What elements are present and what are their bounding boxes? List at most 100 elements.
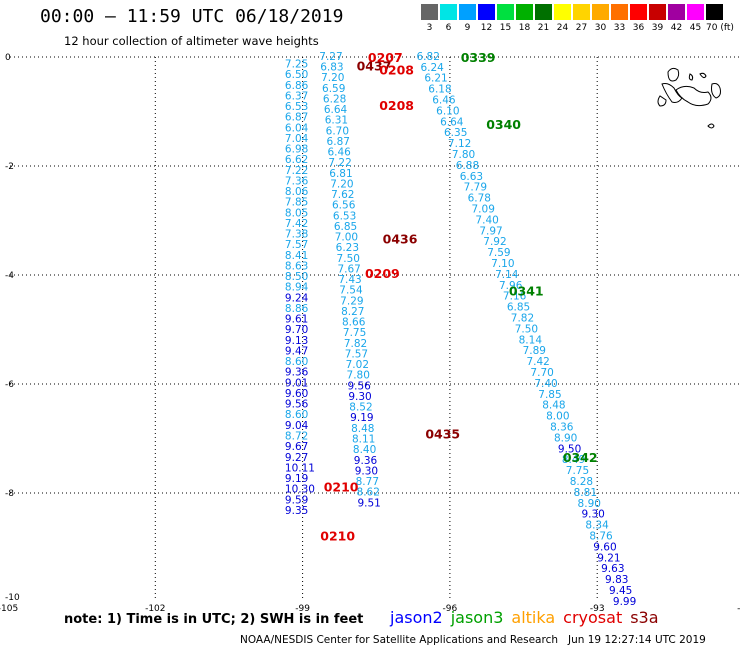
wave-height-value: 10.11 xyxy=(285,462,315,474)
wave-height-value: 8.76 xyxy=(589,531,613,543)
scale-swatch xyxy=(440,4,457,20)
wave-height-value: 8.86 xyxy=(285,303,309,315)
wave-height-value: 8.63 xyxy=(285,260,308,272)
wave-height-value: 7.04 xyxy=(285,133,309,145)
wave-height-value: 7.85 xyxy=(538,389,561,401)
axis-ticks: -105 -102 -99 -96 -93 -90 0 -2 -4 -6 -8 -10 xyxy=(0,53,740,614)
wave-height-value: 7.40 xyxy=(475,214,498,226)
scale-label: 12 xyxy=(480,23,493,33)
wave-height-value: 6.63 xyxy=(460,171,483,183)
lon-tick-label: -105 xyxy=(0,604,18,614)
wave-height-value: 9.13 xyxy=(285,335,308,347)
scale-swatch xyxy=(516,4,533,20)
pass-time-label: 0436 xyxy=(383,232,418,247)
wave-height-value: 7.79 xyxy=(464,182,487,194)
wave-height-value: 7.12 xyxy=(448,138,471,150)
scale-label: 33 xyxy=(613,23,626,33)
lon-tick-label: -102 xyxy=(145,604,165,614)
footer-credit: NOAA/NESDIS Center for Satellite Applica… xyxy=(240,634,706,646)
wave-height-value: 9.35 xyxy=(285,505,308,517)
wave-height-value: 7.38 xyxy=(285,229,308,241)
wave-height-value: 6.31 xyxy=(325,115,348,127)
wave-height-value: 9.47 xyxy=(285,345,308,357)
scale-label: 30 xyxy=(594,23,607,33)
wave-height-value: 8.11 xyxy=(352,434,375,446)
wave-height-value: 7.70 xyxy=(530,367,553,379)
pass-time-label: 0210 xyxy=(324,480,359,495)
wave-height-value: 7.82 xyxy=(511,313,534,325)
wave-height-value: 6.37 xyxy=(285,90,308,102)
wave-height-value: 7.00 xyxy=(335,232,358,244)
wave-height-value: 8.28 xyxy=(570,476,593,488)
pass-time-label: 0208 xyxy=(379,63,414,78)
wave-height-value: 7.80 xyxy=(347,370,370,382)
scale-swatch xyxy=(421,4,438,20)
wave-height-value: 6.53 xyxy=(285,101,308,113)
wave-height-value: 6.62 xyxy=(285,154,308,166)
wave-height-value: 9.99 xyxy=(613,596,636,608)
wave-height-value: 6.46 xyxy=(327,147,351,159)
wave-height-value: 8.34 xyxy=(585,520,609,532)
wave-height-value: 7.59 xyxy=(487,247,510,259)
pass-time-label: 0342 xyxy=(563,450,598,465)
wave-height-value: 7.50 xyxy=(337,253,360,265)
wave-height-value: 9.63 xyxy=(601,563,624,575)
wave-height-value: 7.85 xyxy=(285,197,308,209)
lat-tick-label: 0 xyxy=(5,53,11,63)
wave-height-value: 9.30 xyxy=(581,509,604,521)
scale-label: 18 xyxy=(518,23,531,33)
wave-height-value: 7.42 xyxy=(285,218,308,230)
scale-swatch xyxy=(592,4,609,20)
wave-height-value: 8.77 xyxy=(356,476,379,488)
wave-height-value: 9.83 xyxy=(605,574,628,586)
scale-swatch xyxy=(630,4,647,20)
wave-height-value: 7.97 xyxy=(479,225,502,237)
wave-height-value: 8.36 xyxy=(550,422,574,434)
lat-tick-label: -2 xyxy=(5,162,14,172)
scale-label: 70 (ft) xyxy=(706,23,734,33)
wave-height-value: 9.67 xyxy=(285,441,308,453)
note-text: note: 1) Time is in UTC; 2) SWH is in fe… xyxy=(64,612,364,627)
pass-time-label: 0208 xyxy=(379,98,414,113)
lon-tick-label: -96 xyxy=(443,604,458,614)
wave-height-value: 8.48 xyxy=(351,423,374,435)
scale-swatch xyxy=(478,4,495,20)
wave-height-value: 6.86 xyxy=(285,80,309,92)
wave-height-value: 9.51 xyxy=(357,497,380,509)
wave-height-value: 7.22 xyxy=(328,157,351,169)
wave-height-value: 6.28 xyxy=(323,93,346,105)
wave-height-value: 10.30 xyxy=(285,484,315,496)
lat-tick-label: -10 xyxy=(5,593,20,603)
wave-height-value: 6.10 xyxy=(436,105,459,117)
wave-height-value: 8.60 xyxy=(285,409,308,421)
wave-height-value: 7.82 xyxy=(344,338,367,350)
lon-tick-label: -90 xyxy=(737,604,740,614)
wave-height-value: 6.87 xyxy=(327,136,350,148)
wave-height-value: 6.23 xyxy=(336,242,359,254)
wave-height-value: 6.56 xyxy=(332,200,356,212)
wave-height-value: 8.90 xyxy=(578,498,601,510)
page-subtitle: 12 hour collection of altimeter wave hei… xyxy=(64,34,319,48)
wave-height-value: 9.21 xyxy=(597,552,620,564)
scale-swatch xyxy=(649,4,666,20)
wave-height-value: 6.18 xyxy=(428,84,451,96)
wave-height-value: 7.36 xyxy=(285,175,309,187)
legend-jason3: jason3 xyxy=(450,608,504,627)
wave-height-value: 9.04 xyxy=(285,420,309,432)
wave-height-value: 6.82 xyxy=(417,51,440,63)
scale-label: 42 xyxy=(670,23,683,33)
wave-height-value: 7.54 xyxy=(339,285,363,297)
legend-cryosat: cryosat xyxy=(563,608,623,627)
wave-height-value: 7.75 xyxy=(566,465,589,477)
scale-swatch xyxy=(706,4,723,20)
scale-swatch xyxy=(573,4,590,20)
wave-height-value: 9.60 xyxy=(285,388,308,400)
wave-height-value: 6.46 xyxy=(432,95,456,107)
wave-height-value: 8.40 xyxy=(353,444,376,456)
wave-height-value: 6.78 xyxy=(468,193,491,205)
scale-label: 15 xyxy=(499,23,512,33)
scale-label: 3 xyxy=(426,23,433,33)
wave-height-value: 6.64 xyxy=(324,104,348,116)
wave-height-value: 9.24 xyxy=(285,292,309,304)
